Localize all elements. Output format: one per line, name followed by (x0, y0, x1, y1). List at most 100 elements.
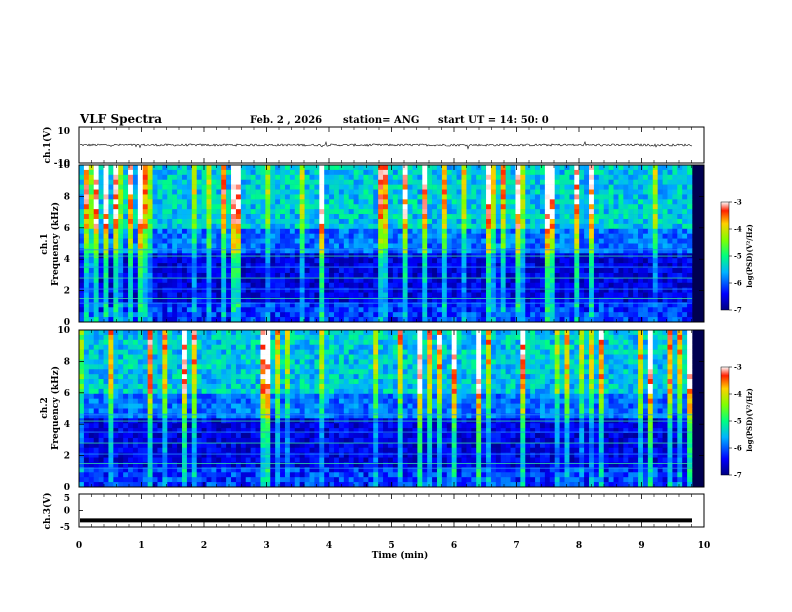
ch1-spectrogram-cell (481, 243, 487, 249)
ch1-spectrogram-cell (348, 228, 354, 234)
ch2-spectrogram-cell (309, 339, 315, 346)
ch1-spectrogram-cell (231, 317, 237, 323)
ch1-spectrogram-cell (265, 277, 271, 284)
ch1-spectrogram-cell (495, 209, 502, 215)
ch1-spectrogram-cell (579, 312, 585, 318)
ch1-spectrogram-cell (476, 312, 482, 318)
ch1-spectrogram-cell (407, 307, 413, 313)
ch2-spectrogram-cell (206, 359, 212, 365)
ch1-spectrogram-cell (466, 189, 472, 195)
ch1-spectrogram-cell (186, 243, 193, 249)
ch1-spectrogram-cell (93, 194, 99, 200)
ch1-spectrogram-cell (177, 169, 183, 176)
ch1-spectrogram-cell (108, 194, 114, 200)
ch1-spectrogram-cell (628, 302, 634, 308)
ch1-spectrogram-cell (280, 189, 286, 195)
ch1-spectrogram-cell (652, 214, 658, 220)
ch1-spectrogram-cell (608, 272, 614, 279)
ch2-spectrogram-cell (343, 349, 350, 355)
ch1-spectrogram-cell (172, 302, 178, 308)
ch1-spectrogram-cell (481, 194, 487, 200)
ch1-spectrogram-cell (461, 165, 467, 171)
ch1-spectrogram-cell (593, 307, 600, 313)
ch2-spectrogram-cell (348, 364, 354, 370)
ch1-spectrogram-cell (255, 199, 261, 205)
ch1-spectrogram-cell (446, 174, 452, 181)
ch2-spectrogram-cell (334, 339, 340, 346)
ch1-spectrogram-cell (309, 204, 315, 210)
ch1-spectrogram-cell (137, 228, 144, 234)
ch1-spectrogram-cell (289, 199, 296, 205)
ch1-spec-label-channel: ch.1 (40, 233, 50, 254)
ch1-spectrogram-cell (432, 302, 438, 308)
ch1-spectrogram-cell (226, 209, 232, 215)
ch1-spectrogram-cell (157, 199, 163, 205)
ch1-spectrogram-cell (476, 297, 482, 303)
ch1-spectrogram-cell (319, 223, 325, 230)
ch1-spectrogram-cell (137, 243, 144, 249)
ch1-spectrogram-cell (402, 302, 408, 308)
ch1-spectrogram-cell (314, 165, 320, 171)
ch1-spectrogram-cell (201, 287, 207, 293)
ch1-spectrogram-cell (226, 228, 232, 234)
ch1-spectrogram-cell (157, 277, 163, 284)
ch2-spectrogram-cell (373, 344, 379, 350)
ch2-spectrogram-cell (441, 349, 448, 355)
ch1-spectrogram-cell (201, 174, 207, 181)
ch1-spectrogram-cell (157, 302, 163, 308)
ch2-spectrogram-cell (231, 330, 237, 336)
ch1-spectrogram-cell (226, 238, 232, 244)
ch1-spectrogram-cell (280, 317, 286, 323)
ch1-spectrogram-cell (642, 179, 649, 185)
ch1-spectrogram-cell (402, 263, 408, 269)
ch1-spectrogram-cell (113, 214, 119, 220)
ch1-spectrogram-cell (324, 218, 330, 225)
ch1-spectrogram-cell (113, 258, 119, 264)
ch1-spectrogram-cell (314, 199, 320, 205)
ch1-spectrogram-cell (221, 209, 227, 215)
ch1-spectrogram-cell (319, 258, 325, 264)
ch1-spectrogram-cell (284, 214, 291, 220)
ch1-spectrogram-cell (574, 184, 580, 190)
ch2-spectrogram-cell (245, 364, 251, 370)
ch1-spectrogram-cell (196, 233, 202, 239)
ch1-spectrogram-cell (191, 287, 197, 293)
ch1-spectrogram-cell (255, 179, 261, 185)
ch1-spectrogram-cell (123, 272, 129, 279)
ch1-spectrogram-cell (476, 194, 482, 200)
ch1-spectrogram-cell (579, 223, 585, 230)
ch2-spectrogram-cell (412, 330, 418, 336)
ch1-spectrogram-cell (343, 209, 350, 215)
ch1-spectrogram-cell (167, 174, 173, 181)
ch1-spectrogram-cell (201, 307, 207, 313)
ch1-spectrogram-cell (603, 292, 609, 298)
ch1-spectrogram-cell (618, 189, 624, 195)
ch2-spectrogram-cell (412, 339, 418, 346)
ch1-spectrogram-cell (152, 214, 158, 220)
ch1-spectrogram-cell (181, 165, 188, 171)
ch1-spectrogram-cell (147, 199, 153, 205)
ch1-spectrogram-cell (284, 312, 291, 318)
ch2-spectrogram-cell (186, 349, 193, 355)
ch1-spectrogram-cell (275, 209, 281, 215)
ch1-spectrogram-cell (211, 312, 217, 318)
ch1-spectrogram-cell (559, 282, 565, 288)
ch1-spectrogram-cell (309, 209, 315, 215)
ch1-spectrogram-cell (417, 174, 423, 181)
ch2-spectrogram-cell (397, 359, 403, 365)
ch1-spectrogram-cell (525, 214, 531, 220)
ch1-spectrogram-cell (280, 307, 286, 313)
ch1-spectrogram-cell (436, 179, 443, 185)
ch1-spectrogram-cell (608, 214, 614, 220)
ch1-spectrogram-cell (319, 297, 325, 303)
ch1-spectrogram-cell (505, 199, 511, 205)
ch2-spectrogram-cell (309, 330, 315, 336)
ch2-spectrogram-cell (304, 359, 310, 365)
ch1-spectrogram-cell (93, 307, 99, 313)
ch2-spectrogram-cell (152, 364, 158, 370)
ch1-spectrogram-cell (490, 268, 497, 274)
ch1-spectrogram-cell (525, 238, 531, 244)
ch1-spectrogram-cell (235, 165, 242, 171)
ch1-spectrogram-cell (682, 243, 688, 249)
